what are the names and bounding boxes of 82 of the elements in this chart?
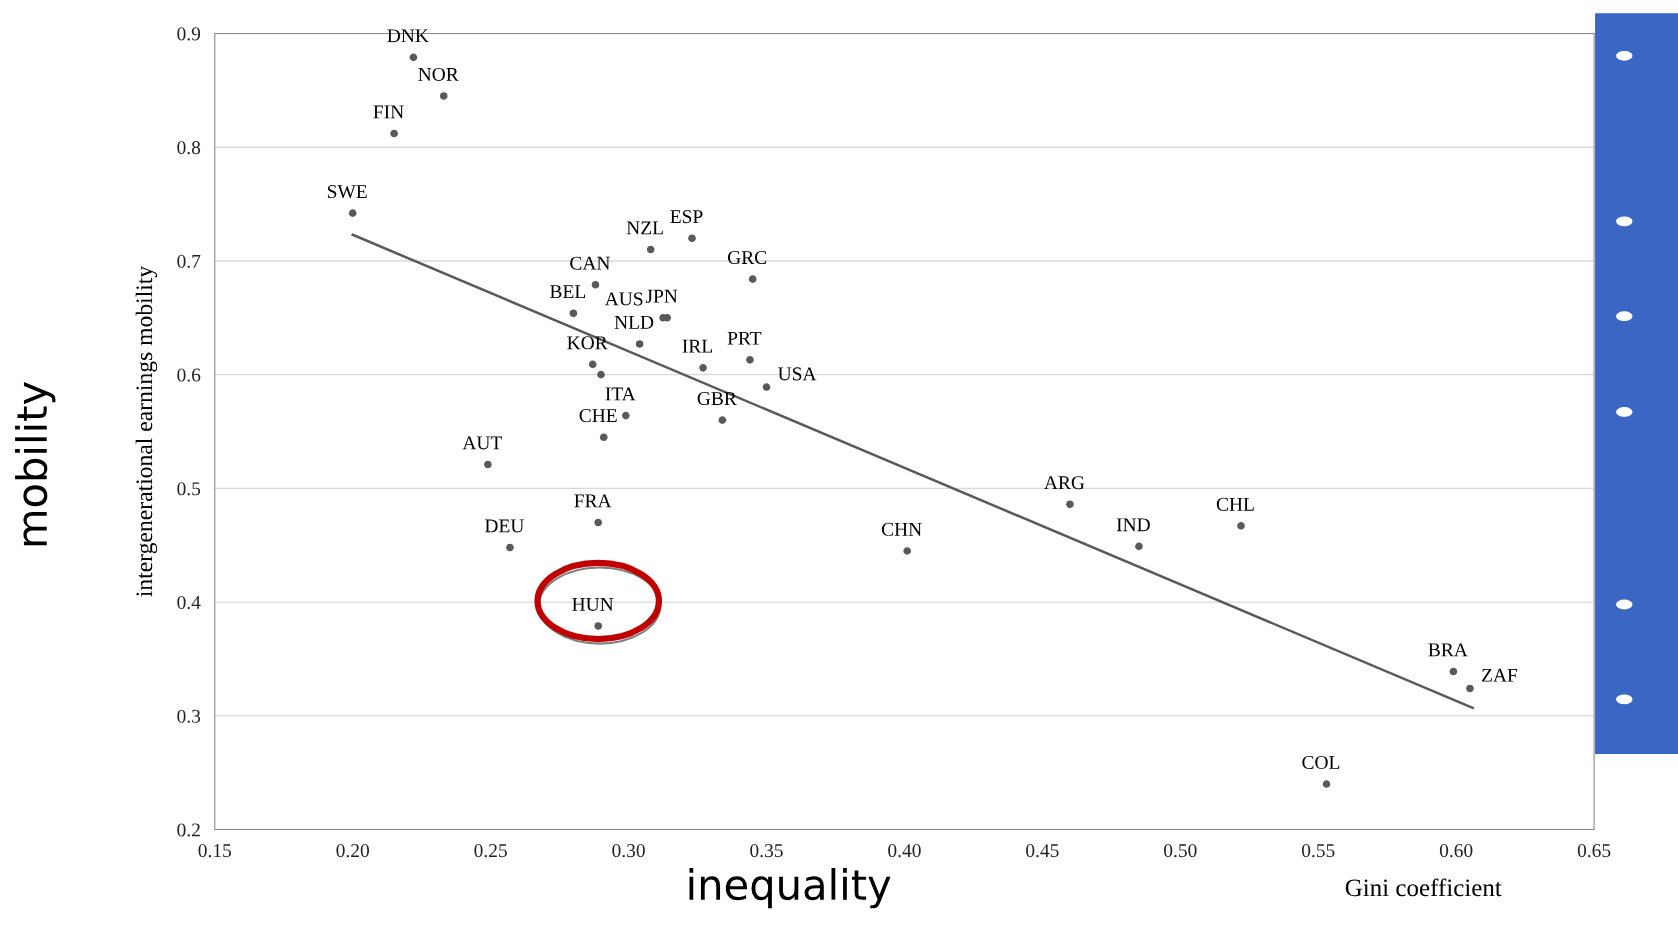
point xyxy=(622,411,630,420)
x-tick-label: 0.40 xyxy=(888,844,921,858)
y-tick-label: 0.5 xyxy=(177,482,201,496)
x-tick-label: 0.65 xyxy=(1577,844,1611,858)
annotation: FRA xyxy=(574,494,612,508)
point xyxy=(439,92,448,100)
point xyxy=(1066,500,1074,509)
y-tick-label: 0.2 xyxy=(177,823,200,837)
annotation: AUT xyxy=(462,436,502,450)
point xyxy=(1449,667,1458,676)
annotation: NLD xyxy=(614,315,654,329)
annotation: GRC xyxy=(727,251,767,265)
y-tick-label: 0.8 xyxy=(177,141,201,155)
point xyxy=(591,281,600,289)
annotation: USA xyxy=(778,367,817,381)
annotation: IRL xyxy=(682,339,712,353)
annotation: SWE xyxy=(327,185,367,199)
x-tick-label: 0.15 xyxy=(198,844,232,858)
annotation: ZAF xyxy=(1482,668,1518,682)
annotation: JPN xyxy=(645,289,678,303)
point xyxy=(484,460,492,469)
annotation: NOR xyxy=(418,67,459,81)
point xyxy=(699,364,707,372)
annotation: ARG xyxy=(1044,476,1085,490)
x-tick-label: 0.50 xyxy=(1164,844,1197,858)
y-axis-title: intergenerational earnings mobility xyxy=(135,265,158,597)
x-tick-label: 0.55 xyxy=(1301,844,1335,858)
point xyxy=(1466,684,1474,693)
point xyxy=(718,416,727,424)
annotation: BRA xyxy=(1428,643,1468,657)
annotation: KOR xyxy=(567,336,608,350)
annotation: ESP xyxy=(670,210,703,224)
point xyxy=(594,622,603,630)
point xyxy=(409,53,418,62)
annotation: NZL xyxy=(626,221,663,235)
annotation: PRT xyxy=(727,331,762,345)
x-tick-label: 0.35 xyxy=(750,844,783,858)
point xyxy=(688,234,696,242)
text: Gini coefficient xyxy=(1345,878,1502,897)
point xyxy=(1135,542,1143,551)
point xyxy=(569,309,578,318)
annotation: GBR xyxy=(697,392,737,406)
annotation: DEU xyxy=(484,519,524,533)
text: mobility xyxy=(15,382,56,546)
point xyxy=(1237,522,1245,530)
annotation: CAN xyxy=(570,256,610,270)
annotation: CHN xyxy=(881,522,922,536)
annotation: IND xyxy=(1116,518,1150,532)
point xyxy=(390,129,398,138)
point xyxy=(599,433,608,442)
y-tick-label: 0.4 xyxy=(177,595,201,610)
annotation: BEL xyxy=(550,285,586,299)
point xyxy=(348,209,357,217)
x-tick-label: 0.45 xyxy=(1026,844,1059,858)
point xyxy=(746,356,754,364)
annotation: CHE xyxy=(579,409,617,423)
x-tick-label: 0.30 xyxy=(612,844,645,858)
point xyxy=(506,543,514,552)
text: inequality xyxy=(689,867,891,909)
point xyxy=(762,383,771,391)
point xyxy=(748,275,757,283)
point xyxy=(635,340,644,348)
x-tick-label: 0.25 xyxy=(474,844,507,858)
annotation: AUS xyxy=(604,292,643,306)
point xyxy=(597,370,605,379)
point xyxy=(646,245,655,254)
annotation: DNK xyxy=(387,29,429,43)
x-tick-label: 0.20 xyxy=(336,844,369,858)
annotation: CHL xyxy=(1216,497,1254,511)
y-tick-label: 0.3 xyxy=(177,709,201,723)
x-tick-label: 0.60 xyxy=(1439,844,1473,858)
y-tick-label: 0.9 xyxy=(177,27,201,41)
annotation: FIN xyxy=(373,105,404,119)
annotation: COL xyxy=(1302,755,1340,770)
point xyxy=(903,547,911,555)
point xyxy=(594,518,603,527)
point xyxy=(1322,780,1331,788)
annotation: HUN xyxy=(572,598,614,611)
annotation: ITA xyxy=(605,387,636,401)
y-tick-label: 0.6 xyxy=(177,368,201,382)
point xyxy=(588,360,597,369)
y-tick-label: 0.7 xyxy=(177,254,201,268)
